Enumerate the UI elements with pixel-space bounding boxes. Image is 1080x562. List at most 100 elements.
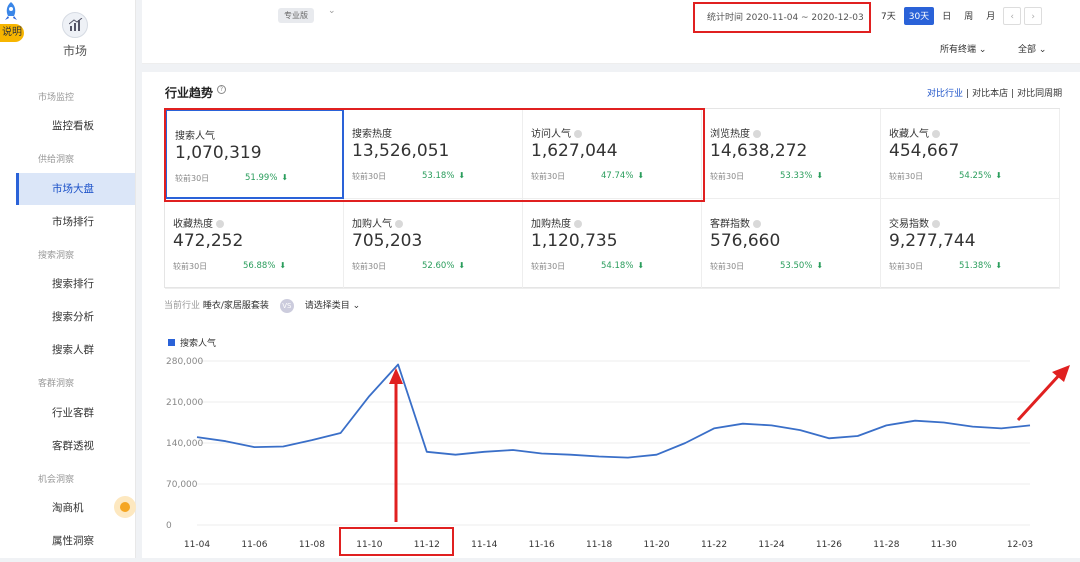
industry-trend-panel: 行业趋势 ? 对比行业 | 对比本店 | 对比同周期 搜索人气 1,070,319 较前30… bbox=[142, 72, 1080, 558]
nav-item[interactable]: 行业客群 bbox=[52, 407, 94, 419]
nav-item[interactable]: 属性洞察 bbox=[52, 535, 94, 547]
metric-value: 472,252 bbox=[173, 231, 244, 251]
metric-name-text: 浏览热度 bbox=[710, 129, 750, 140]
nav-item[interactable]: 搜索人群 bbox=[52, 344, 94, 356]
metric-name-text: 客群指数 bbox=[710, 219, 750, 230]
select-category-label: 请选择类目 bbox=[304, 301, 350, 311]
x-tick-label: 11-10 bbox=[356, 540, 382, 550]
x-tick-label: 11-28 bbox=[873, 540, 899, 550]
chart-legend[interactable]: 搜索人气 bbox=[168, 336, 216, 349]
trend-chart: 搜索人气 0 70,000 140,000 210,000 280,000 11-04 11… bbox=[142, 326, 1080, 558]
metric-name-text: 收藏人气 bbox=[889, 129, 929, 140]
chevron-down-icon[interactable]: ⌄ bbox=[328, 6, 336, 16]
compare-store[interactable]: 对比本店 bbox=[972, 89, 1009, 99]
compare-links: 对比行业 | 对比本店 | 对比同周期 bbox=[927, 89, 1063, 99]
metric-name: 加购热度 bbox=[531, 215, 582, 230]
industry-label: 当前行业 bbox=[164, 301, 201, 311]
range-buttons: 7天 30天 日 周 月 ‹ › bbox=[876, 7, 1043, 25]
info-dot-icon bbox=[574, 130, 582, 138]
metric-card[interactable]: 交易指数 9,277,744 较前30日 51.38% bbox=[881, 199, 1060, 289]
compare-period[interactable]: 对比同周期 bbox=[1017, 89, 1063, 99]
metric-compare: 较前30日 53.33% bbox=[710, 171, 870, 182]
terminal-filter[interactable]: 所有终端 ⌄ bbox=[940, 45, 987, 55]
metric-compare: 较前30日 47.74% bbox=[531, 171, 691, 182]
info-dot-icon bbox=[753, 220, 761, 228]
panel-title: 行业趋势 bbox=[165, 86, 214, 100]
vs-icon: VS bbox=[279, 298, 294, 313]
compare-industry[interactable]: 对比行业 bbox=[927, 89, 964, 99]
nav-item[interactable]: 淘商机 bbox=[52, 502, 84, 514]
nav-item[interactable]: 搜索分析 bbox=[52, 311, 94, 323]
compare-label: 较前30日 bbox=[710, 172, 745, 181]
nav-item[interactable]: 客群透视 bbox=[52, 440, 94, 452]
nav-group-title: 客群洞察 bbox=[38, 379, 75, 389]
prev-arrow-icon[interactable]: ‹ bbox=[1003, 7, 1022, 25]
range-month[interactable]: 月 bbox=[986, 12, 996, 22]
metric-card[interactable]: 搜索热度 13,526,051 较前30日 53.18% bbox=[344, 109, 523, 199]
metric-value: 1,627,044 bbox=[531, 141, 618, 161]
metric-name-text: 搜索热度 bbox=[352, 129, 392, 140]
date-range[interactable]: 统计时间 2020-11-04 ~ 2020-12-03 bbox=[693, 2, 871, 33]
metric-compare: 较前30日 51.38% bbox=[889, 261, 1049, 272]
range-week[interactable]: 周 bbox=[964, 12, 974, 22]
x-tick-label: 12-03 bbox=[1007, 540, 1033, 550]
metric-card[interactable]: 加购热度 1,120,735 较前30日 54.18% bbox=[523, 199, 702, 289]
nav-item[interactable]: 市场排行 bbox=[52, 216, 94, 228]
nav-item[interactable]: 监控看板 bbox=[52, 120, 94, 132]
nav-group-title: 机会洞察 bbox=[38, 475, 75, 485]
metric-name: 交易指数 bbox=[889, 215, 940, 230]
metric-compare: 较前30日 51.99% bbox=[175, 173, 335, 184]
metric-name: 搜索人气 bbox=[175, 127, 215, 142]
metric-card[interactable]: 收藏热度 472,252 较前30日 56.88% bbox=[165, 199, 344, 289]
compare-label: 较前30日 bbox=[531, 172, 566, 181]
metric-name-text: 交易指数 bbox=[889, 219, 929, 230]
metric-name-text: 加购人气 bbox=[352, 219, 392, 230]
select-category[interactable]: 请选择类目 ⌄ bbox=[304, 301, 361, 311]
market-nav[interactable]: 市场 bbox=[0, 0, 136, 70]
metric-change: 51.99% bbox=[245, 173, 288, 183]
help-badge[interactable]: 说明 bbox=[0, 24, 24, 42]
range-30d[interactable]: 30天 bbox=[903, 7, 935, 25]
nav-item[interactable]: 搜索排行 bbox=[52, 278, 94, 290]
y-tick-label: 70,000 bbox=[166, 480, 198, 490]
metric-card[interactable]: 加购人气 705,203 较前30日 52.60% bbox=[344, 199, 523, 289]
metric-card[interactable]: 访问人气 1,627,044 较前30日 47.74% bbox=[523, 109, 702, 199]
range-day[interactable]: 日 bbox=[942, 12, 952, 22]
series-line[interactable] bbox=[196, 363, 1031, 459]
y-tick-label: 280,000 bbox=[166, 357, 203, 367]
compare-label: 较前30日 bbox=[531, 262, 566, 271]
all-filter[interactable]: 全部 ⌄ bbox=[1018, 45, 1047, 55]
edition-select[interactable]: 专业版 bbox=[278, 8, 314, 23]
rocket-icon bbox=[5, 2, 17, 20]
metric-value: 705,203 bbox=[352, 231, 423, 251]
x-tick-label: 11-04 bbox=[184, 540, 210, 550]
metric-value: 454,667 bbox=[889, 141, 960, 161]
y-tick-label: 140,000 bbox=[166, 439, 203, 449]
help-icon[interactable]: ? bbox=[217, 85, 226, 94]
range-7d[interactable]: 7天 bbox=[881, 12, 896, 22]
compare-label: 较前30日 bbox=[710, 262, 745, 271]
metric-card[interactable]: 客群指数 576,660 较前30日 53.50% bbox=[702, 199, 881, 289]
metric-compare: 较前30日 52.60% bbox=[352, 261, 512, 272]
metric-name: 搜索热度 bbox=[352, 125, 392, 140]
industry-name: 睡衣/家居服套装 bbox=[202, 301, 269, 311]
nav-item[interactable]: 市场大盘 bbox=[16, 173, 135, 205]
x-tick-label: 11-30 bbox=[931, 540, 957, 550]
metric-change: 53.50% bbox=[780, 261, 823, 271]
metric-change: 52.60% bbox=[422, 261, 465, 271]
compare-label: 较前30日 bbox=[352, 262, 387, 271]
compare-label: 较前30日 bbox=[175, 174, 210, 183]
metric-name: 浏览热度 bbox=[710, 125, 761, 140]
notification-dot[interactable] bbox=[114, 496, 136, 518]
metric-change: 53.18% bbox=[422, 171, 465, 181]
metric-card[interactable]: 收藏人气 454,667 较前30日 54.25% bbox=[881, 109, 1060, 199]
chart-svg: 0 70,000 140,000 210,000 280,000 11-04 11-06 11… bbox=[166, 357, 1033, 550]
metric-card[interactable]: 搜索人气 1,070,319 较前30日 51.99% bbox=[165, 109, 344, 199]
next-arrow-icon[interactable]: › bbox=[1024, 7, 1043, 25]
info-dot-icon bbox=[216, 220, 224, 228]
metric-card[interactable]: 浏览热度 14,638,272 较前30日 53.33% bbox=[702, 109, 881, 199]
metric-name-text: 访问人气 bbox=[531, 129, 571, 140]
info-dot-icon bbox=[932, 130, 940, 138]
metric-compare: 较前30日 53.18% bbox=[352, 171, 512, 182]
